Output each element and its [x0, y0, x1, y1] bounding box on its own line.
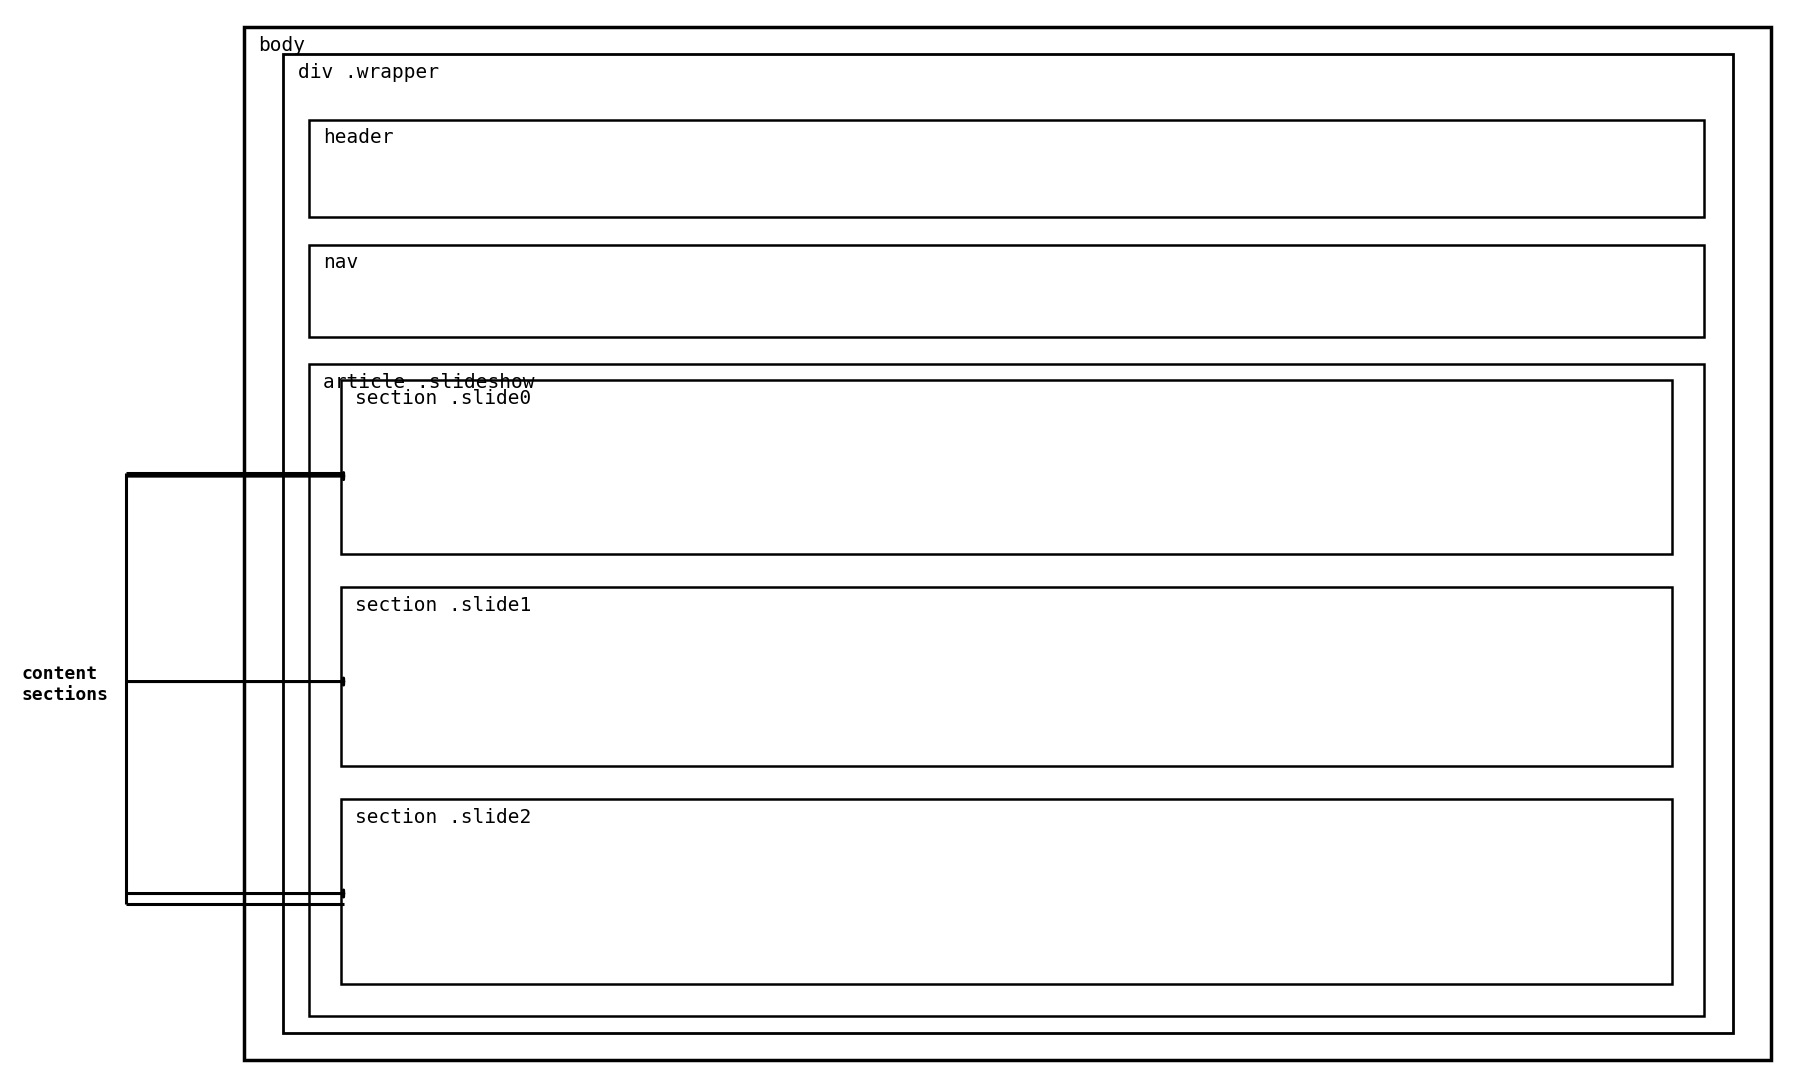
Bar	[244, 27, 1771, 1060]
Text: section .slide0: section .slide0	[355, 389, 531, 408]
Text: section .slide1: section .slide1	[355, 596, 531, 614]
Bar	[341, 587, 1672, 766]
Bar	[341, 380, 1672, 554]
Bar	[283, 54, 1733, 1033]
Text: nav: nav	[323, 253, 359, 272]
Bar	[309, 245, 1704, 337]
Text: header: header	[323, 128, 393, 147]
Bar	[309, 364, 1704, 1016]
Bar	[309, 120, 1704, 217]
Text: body: body	[258, 36, 305, 54]
Bar	[341, 799, 1672, 984]
Text: article .slideshow: article .slideshow	[323, 373, 535, 391]
Text: content
sections: content sections	[22, 665, 108, 704]
Text: section .slide2: section .slide2	[355, 808, 531, 826]
Text: div .wrapper: div .wrapper	[298, 63, 440, 82]
